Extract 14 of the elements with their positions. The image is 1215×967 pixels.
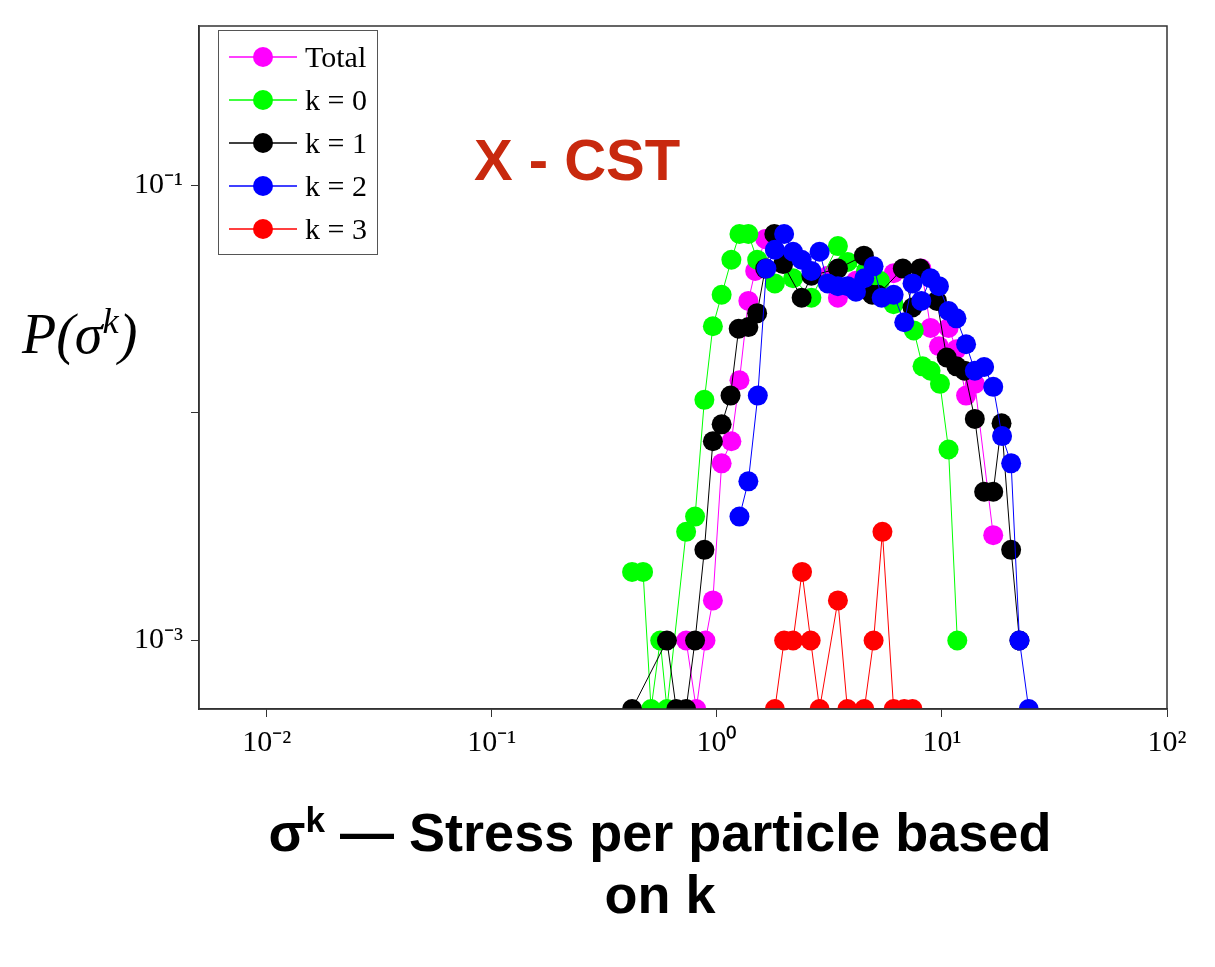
legend-label: k = 3 <box>305 211 367 246</box>
x-tick-label: 10⁻¹ <box>467 723 517 757</box>
legend-label: k = 0 <box>305 82 367 117</box>
x-tick-label: 10⁻² <box>242 723 292 757</box>
legend-label: Total <box>305 39 367 74</box>
y-axis-title: P(σ$^{k}$) <box>22 300 138 366</box>
annotation: X - CST <box>474 126 681 193</box>
x-axis-title: σ$^{k}$ — Stress per particle based on k <box>267 800 1053 925</box>
x-tick-label: 10¹ <box>922 723 962 757</box>
y-tick-label: 10⁻³ <box>134 621 183 655</box>
legend-label: k = 2 <box>305 168 367 203</box>
x-tick-label: 10⁰ <box>696 723 738 757</box>
legend-label: k = 1 <box>305 125 367 160</box>
x-tick-label: 10² <box>1147 723 1187 757</box>
